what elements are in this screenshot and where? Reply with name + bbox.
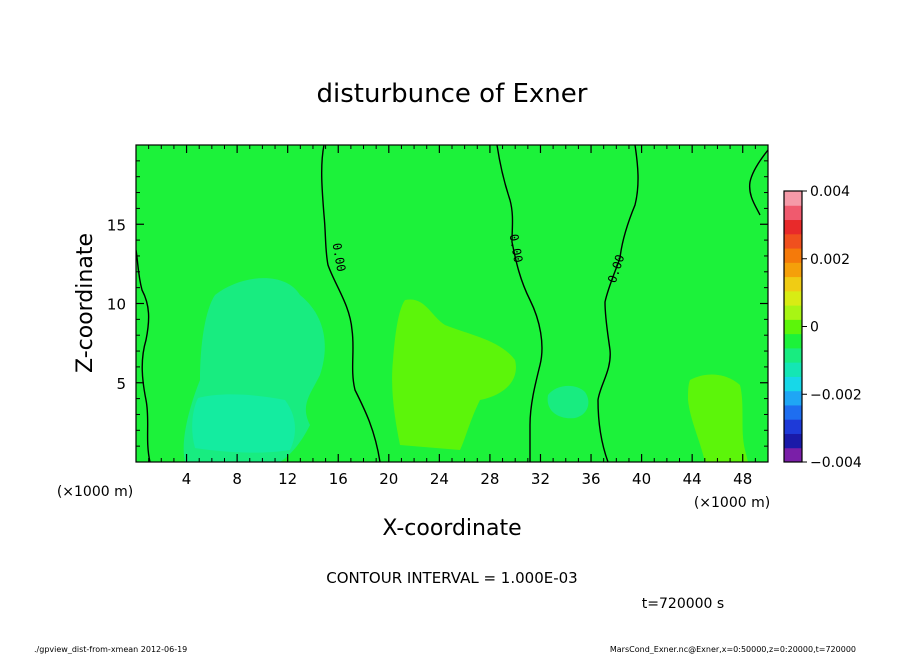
colorbar-swatch bbox=[784, 333, 802, 349]
colorbar-swatch bbox=[784, 233, 802, 249]
colorbar-tick-label: 0.002 bbox=[810, 252, 850, 268]
x-unit-label-left: (×1000 m) bbox=[57, 484, 133, 500]
colorbar-swatch bbox=[784, 433, 802, 449]
negative-anomaly-small bbox=[547, 385, 589, 419]
positive-anomaly-center bbox=[392, 299, 516, 450]
x-tick-label: 8 bbox=[232, 470, 242, 488]
colorbar-swatch bbox=[784, 447, 802, 463]
colorbar-swatch bbox=[784, 262, 802, 278]
colorbar-tick-label: −0.004 bbox=[810, 455, 862, 471]
colorbar-swatch bbox=[784, 404, 802, 420]
x-tick-label: 44 bbox=[683, 470, 702, 488]
colorbar-swatch bbox=[784, 276, 802, 292]
contour-line-5 bbox=[748, 149, 768, 216]
colorbar-swatch bbox=[784, 248, 802, 263]
contour-line-2 bbox=[320, 145, 381, 462]
colorbar-swatch bbox=[784, 362, 802, 377]
x-tick-label: 24 bbox=[430, 470, 449, 488]
colorbar-swatch bbox=[784, 376, 802, 392]
plot-area: 0.00 0.00 0.00 bbox=[135, 144, 769, 463]
time-text: t=720000 s bbox=[642, 596, 724, 612]
x-tick-label: 36 bbox=[581, 470, 600, 488]
x-tick-label: 32 bbox=[531, 470, 550, 488]
x-tick-label: 12 bbox=[278, 470, 297, 488]
x-tick-label: 4 bbox=[182, 470, 192, 488]
x-unit-label-right: (×1000 m) bbox=[694, 495, 770, 511]
zero-contours bbox=[136, 145, 768, 462]
colorbar-swatch bbox=[784, 219, 802, 235]
colorbar-swatch bbox=[784, 305, 802, 320]
contour-line-1 bbox=[136, 249, 151, 462]
x-tick-label: 28 bbox=[480, 470, 499, 488]
positive-anomaly-east bbox=[688, 374, 748, 462]
y-tick-label: 15 bbox=[107, 216, 126, 234]
colorbar-tick-label: 0 bbox=[810, 320, 819, 336]
y-tick-label: 10 bbox=[107, 296, 126, 314]
contour-line-3 bbox=[496, 145, 543, 462]
colorbar-swatch bbox=[784, 347, 802, 363]
y-axis-label: Z-coordinate bbox=[73, 233, 98, 373]
colorbar-swatch bbox=[784, 191, 802, 206]
colorbar-tick-label: −0.002 bbox=[810, 387, 862, 403]
contour-label: 0.00 bbox=[330, 242, 349, 273]
y-tick-label: 5 bbox=[116, 375, 126, 393]
chart-title: disturbunce of Exner bbox=[317, 79, 588, 109]
x-tick-label: 16 bbox=[329, 470, 348, 488]
colorbar-tick-label: 0.004 bbox=[810, 184, 850, 200]
x-tick-label: 48 bbox=[733, 470, 752, 488]
footer-right-text: MarsCond_Exner.nc@Exner,x=0:50000,z=0:20… bbox=[610, 645, 856, 654]
contour-label: 0.00 bbox=[507, 233, 526, 264]
footer-left-text: ./gpview_dist-from-xmean 2012-06-19 bbox=[34, 645, 187, 654]
colorbar-swatch bbox=[784, 319, 802, 335]
x-tick-label: 40 bbox=[632, 470, 651, 488]
colorbar-swatch bbox=[784, 290, 802, 306]
contour-line-4 bbox=[597, 145, 639, 462]
colorbar-swatch bbox=[784, 390, 802, 406]
contour-interval-text: CONTOUR INTERVAL = 1.000E-03 bbox=[326, 569, 577, 587]
negative-anomaly-core bbox=[192, 394, 295, 453]
colorbar-swatch bbox=[784, 205, 802, 221]
x-axis-label: X-coordinate bbox=[382, 516, 521, 541]
x-tick-label: 20 bbox=[379, 470, 398, 488]
colorbar-swatch bbox=[784, 419, 802, 434]
colorbar: 0.004 0.002 0 −0.002 −0.004 bbox=[783, 184, 862, 471]
